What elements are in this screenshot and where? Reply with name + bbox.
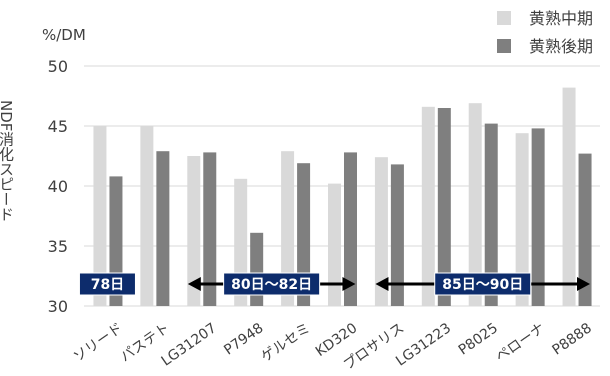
bar-series-2 xyxy=(578,153,592,306)
unit-label: %/DM xyxy=(42,26,86,44)
bar-series-1 xyxy=(328,183,341,306)
y-tick-label: 50 xyxy=(48,57,68,76)
bar-series-2 xyxy=(156,151,170,306)
group-arrow-left-head xyxy=(187,277,201,291)
bar-series-1 xyxy=(374,157,388,306)
bar-series-1 xyxy=(421,106,435,306)
group-arrow-left-head xyxy=(375,277,389,291)
x-tick-label: ソリード xyxy=(71,320,126,365)
bar-series-2 xyxy=(203,152,217,306)
legend-swatch-series-1 xyxy=(497,11,511,25)
legend-label-series-1: 黄熟中期 xyxy=(529,9,593,28)
legend-swatch-series-2 xyxy=(497,39,511,53)
bar-series-2 xyxy=(437,108,451,306)
group-badge-label: 78日 xyxy=(91,277,124,293)
group-arrow-right-head xyxy=(342,277,356,291)
bar-series-1 xyxy=(93,126,107,306)
bar-series-2 xyxy=(390,164,404,306)
bar-series-1 xyxy=(468,103,482,306)
group-badge xyxy=(434,272,532,296)
bar-series-2 xyxy=(297,163,311,306)
bar-series-2 xyxy=(344,152,357,306)
bar-series-1 xyxy=(140,126,154,306)
group-badge xyxy=(223,272,321,296)
y-tick-label: 30 xyxy=(48,297,68,316)
group-badge-label: 85日～90日 xyxy=(442,277,523,293)
x-tick-label: ゲルセミ xyxy=(258,320,313,365)
legend-label-series-2: 黄熟後期 xyxy=(529,37,593,56)
group-badge xyxy=(78,272,136,296)
x-tick-label: P8888 xyxy=(550,320,595,358)
bar-series-2 xyxy=(484,123,498,306)
x-tick-label: ペローナ xyxy=(493,320,548,365)
bar-series-1 xyxy=(562,87,576,306)
bar-series-1 xyxy=(515,133,529,306)
group-arrow-right-head xyxy=(577,277,590,291)
bar-series-1 xyxy=(281,151,295,306)
bar-series-1 xyxy=(187,156,201,306)
legend: 黄熟中期 黄熟後期 xyxy=(497,9,593,56)
group-badge-label: 80日～82日 xyxy=(231,277,312,293)
y-tick-label: 40 xyxy=(48,177,68,196)
y-tick-label: 45 xyxy=(48,117,68,136)
bar-series-2 xyxy=(531,128,545,306)
y-axis-label: NDF消化スピード xyxy=(0,100,15,221)
y-tick-label: 35 xyxy=(48,237,68,256)
